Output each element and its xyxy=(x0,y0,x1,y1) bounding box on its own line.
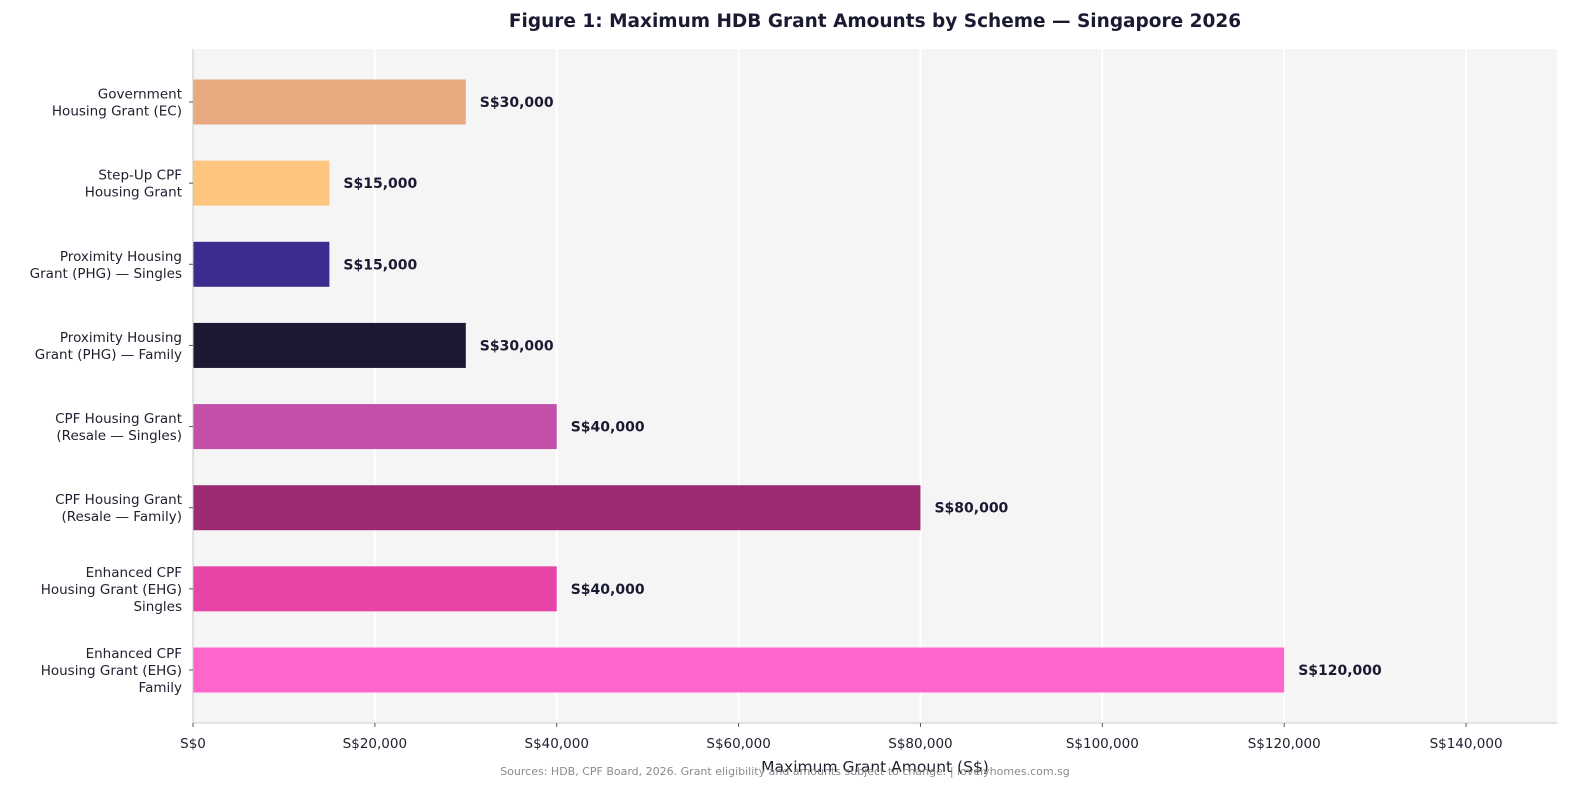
category-label: Step-Up CPF Housing Grant xyxy=(85,168,182,201)
category-label-line: Housing Grant (EHG) xyxy=(41,582,182,598)
category-label-line: Housing Grant (EHG) xyxy=(41,663,182,679)
category-label: Enhanced CPF Housing Grant (EHG) Singles xyxy=(41,565,182,615)
category-label-line: CPF Housing Grant xyxy=(55,492,182,508)
category-label-line: Government xyxy=(98,87,182,103)
x-tick-label: S$80,000 xyxy=(888,736,952,752)
x-tick-label: S$100,000 xyxy=(1066,736,1139,752)
x-tick-label: S$40,000 xyxy=(525,736,589,752)
category-label: Proximity Housing Grant (PHG) — Family xyxy=(35,330,182,363)
x-tick-label: S$20,000 xyxy=(343,736,407,752)
bar xyxy=(193,322,466,368)
value-label: S$30,000 xyxy=(480,95,554,111)
value-label: S$15,000 xyxy=(343,257,417,273)
axes xyxy=(192,49,1557,724)
category-label-line: Grant (PHG) — Family xyxy=(35,347,182,363)
value-labels: S$30,000 S$15,000 S$15,000 S$30,000 S$40,000… xyxy=(343,95,1382,679)
category-label: Enhanced CPF Housing Grant (EHG) Family xyxy=(41,646,182,696)
bar xyxy=(193,404,557,450)
category-label-line: Singles xyxy=(133,599,182,615)
bar xyxy=(193,647,1285,693)
category-label-line: CPF Housing Grant xyxy=(55,411,182,427)
x-tick-label: S$60,000 xyxy=(706,736,770,752)
category-label-line: Enhanced CPF xyxy=(86,565,182,581)
bar xyxy=(193,566,557,612)
category-label-line: Enhanced CPF xyxy=(86,646,182,662)
category-label-line: Housing Grant xyxy=(85,185,182,201)
bar xyxy=(193,241,330,287)
bar xyxy=(193,160,330,206)
category-label: Proximity Housing Grant (PHG) — Singles xyxy=(30,249,182,282)
category-labels: Government Housing Grant (EC)Step-Up CPF H… xyxy=(30,87,193,696)
bars xyxy=(193,79,1285,693)
bar xyxy=(193,79,466,125)
value-label: S$120,000 xyxy=(1298,663,1382,679)
category-label-line: Housing Grant (EC) xyxy=(52,104,182,120)
x-ticks: S$0 S$20,000 S$40,000 S$60,000 S$80,000 S$100… xyxy=(180,723,1503,752)
x-axis-title: Maximum Grant Amount (S$) xyxy=(761,758,989,776)
category-label: CPF Housing Grant (Resale — Family) xyxy=(55,492,182,525)
x-tick-label: S$140,000 xyxy=(1430,736,1503,752)
category-label: Government Housing Grant (EC) xyxy=(52,87,182,120)
category-label-line: Proximity Housing xyxy=(60,249,182,265)
category-label-line: (Resale — Family) xyxy=(62,509,183,525)
value-label: S$30,000 xyxy=(480,338,554,354)
x-tick-label: S$120,000 xyxy=(1248,736,1321,752)
value-label: S$40,000 xyxy=(571,420,645,436)
category-label: CPF Housing Grant (Resale — Singles) xyxy=(55,411,182,444)
category-label-line: Step-Up CPF xyxy=(98,168,182,184)
chart-title: Figure 1: Maximum HDB Grant Amounts by S… xyxy=(509,11,1241,32)
category-label-line: Family xyxy=(139,680,182,696)
bar xyxy=(193,485,921,531)
value-label: S$80,000 xyxy=(934,501,1008,517)
category-label-line: (Resale — Singles) xyxy=(56,428,182,444)
category-label-line: Grant (PHG) — Singles xyxy=(30,266,182,282)
source-note: Sources: HDB, CPF Board, 2026. Grant eli… xyxy=(500,765,1070,778)
value-label: S$15,000 xyxy=(343,176,417,192)
gridlines xyxy=(373,49,1468,723)
x-tick-label: S$0 xyxy=(180,736,206,752)
plot-background xyxy=(193,49,1557,723)
category-label-line: Proximity Housing xyxy=(60,330,182,346)
value-label: S$40,000 xyxy=(571,582,645,598)
